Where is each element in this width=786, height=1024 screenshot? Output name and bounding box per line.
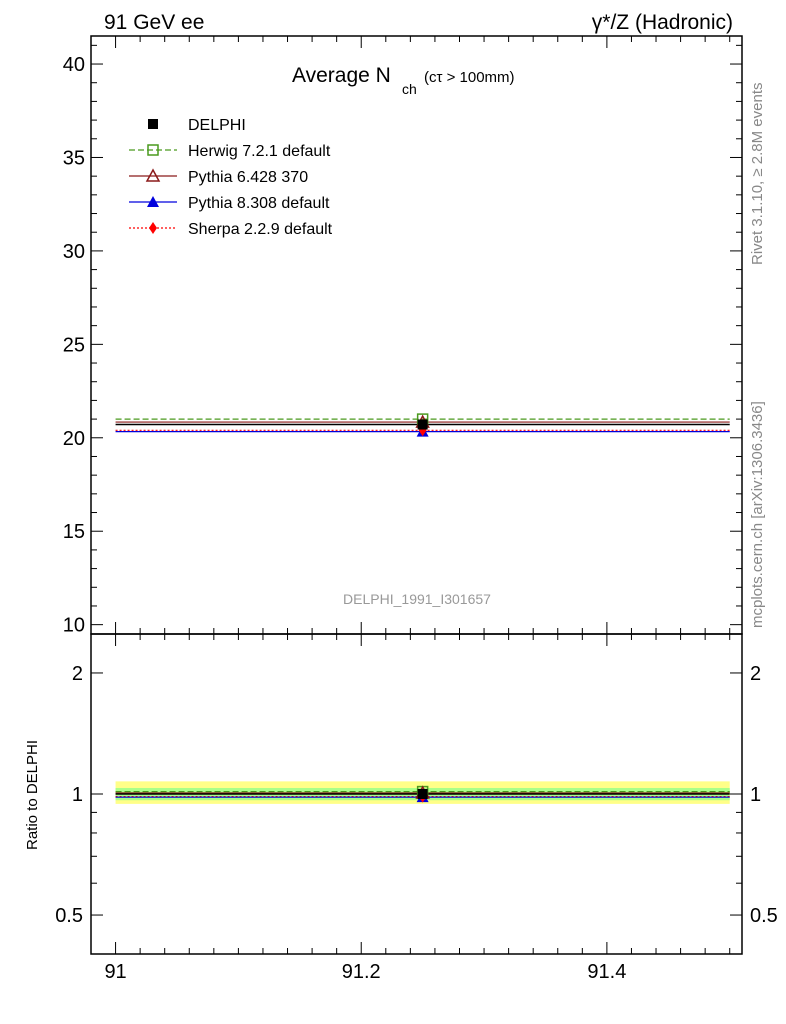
y-tick-label: 15 bbox=[63, 521, 85, 543]
legend-marker bbox=[147, 196, 159, 207]
main-panel: 10 15 20 25 30 35 40 bbox=[63, 35, 743, 637]
x-tick-labels: 91 91.2 91.4 bbox=[104, 961, 626, 983]
rivet-label: Rivet 3.1.10, ≥ 2.8M events bbox=[749, 83, 766, 266]
header-right: γ*/Z (Hadronic) bbox=[592, 11, 733, 34]
mcplots-label: mcplots.cern.ch [arXiv:1306.3436] bbox=[749, 401, 766, 628]
legend-label: Sherpa 2.2.9 default bbox=[188, 221, 333, 238]
x-tick-label: 91.2 bbox=[342, 961, 381, 983]
legend-marker bbox=[145, 168, 161, 182]
analysis-id: DELPHI_1991_I301657 bbox=[343, 591, 491, 607]
plot-title-sub: ch bbox=[402, 81, 417, 97]
ratio-ylabel: Ratio to DELPHI bbox=[24, 740, 41, 850]
plot-title: Average N bbox=[292, 64, 391, 87]
ratio-y-tick-label: 0.5 bbox=[55, 905, 83, 927]
x-tick-label: 91 bbox=[104, 961, 126, 983]
y-tick-label: 35 bbox=[63, 147, 85, 169]
legend-label: Herwig 7.2.1 default bbox=[188, 143, 331, 160]
ratio-marker bbox=[417, 789, 428, 799]
legend-label: Pythia 6.428 370 bbox=[188, 169, 308, 186]
y-tick-label: 25 bbox=[63, 334, 85, 356]
legend-label: Pythia 8.308 default bbox=[188, 195, 330, 212]
legend: DELPHI Herwig 7.2.1 default Pythia 6.428 3… bbox=[129, 117, 333, 238]
legend-label: DELPHI bbox=[188, 117, 246, 134]
y-tick-label: 30 bbox=[63, 241, 85, 263]
y-tick-label: 10 bbox=[63, 615, 85, 637]
ratio-y-tick-label-right: 0.5 bbox=[750, 905, 778, 927]
y-tick-label: 20 bbox=[63, 428, 85, 450]
series-marker bbox=[417, 419, 428, 430]
y-tick-label: 40 bbox=[63, 54, 85, 76]
ratio-y-tick-label-right: 2 bbox=[750, 663, 761, 685]
ratio-panel-frame bbox=[90, 633, 743, 955]
header-left: 91 GeV ee bbox=[104, 11, 204, 34]
x-tick-label: 91.4 bbox=[587, 961, 626, 983]
ratio-y-tick-label: 1 bbox=[72, 784, 83, 806]
legend-marker bbox=[149, 222, 157, 234]
plot-title-cut: (cτ > 100mm) bbox=[424, 69, 515, 86]
legend-marker bbox=[148, 119, 158, 129]
ratio-panel: 0.5 0.5 1 1 2 2 bbox=[55, 633, 778, 955]
ratio-y-tick-label: 2 bbox=[72, 663, 83, 685]
ratio-y-tick-label-right: 1 bbox=[750, 784, 761, 806]
legend-marker bbox=[147, 144, 159, 156]
